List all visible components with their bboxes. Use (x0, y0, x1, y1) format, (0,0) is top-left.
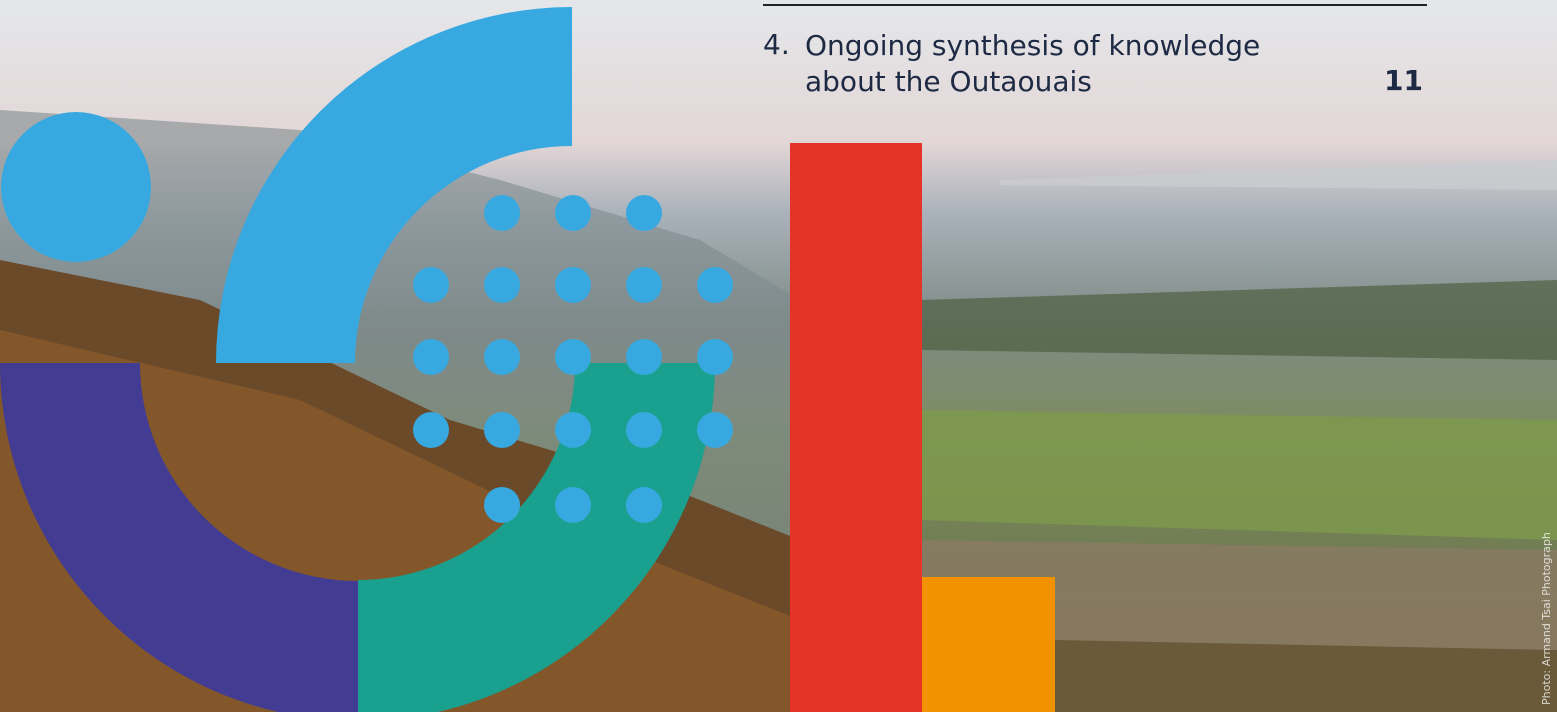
toc-entry: 4. Ongoing synthesis of knowledge about … (763, 4, 1427, 6)
page: 4. Ongoing synthesis of knowledge about … (0, 0, 1557, 712)
page-number: 11 (1384, 64, 1423, 97)
photo-credit: Photo: Armand Tsai Photograph (1540, 532, 1553, 705)
title-line: Ongoing synthesis of knowledge (805, 28, 1260, 64)
entry-number: 4. (763, 28, 790, 61)
background-photo (0, 0, 1557, 712)
title-line: about the Outaouais (805, 64, 1260, 100)
entry-title: Ongoing synthesis of knowledge about the… (805, 28, 1260, 100)
